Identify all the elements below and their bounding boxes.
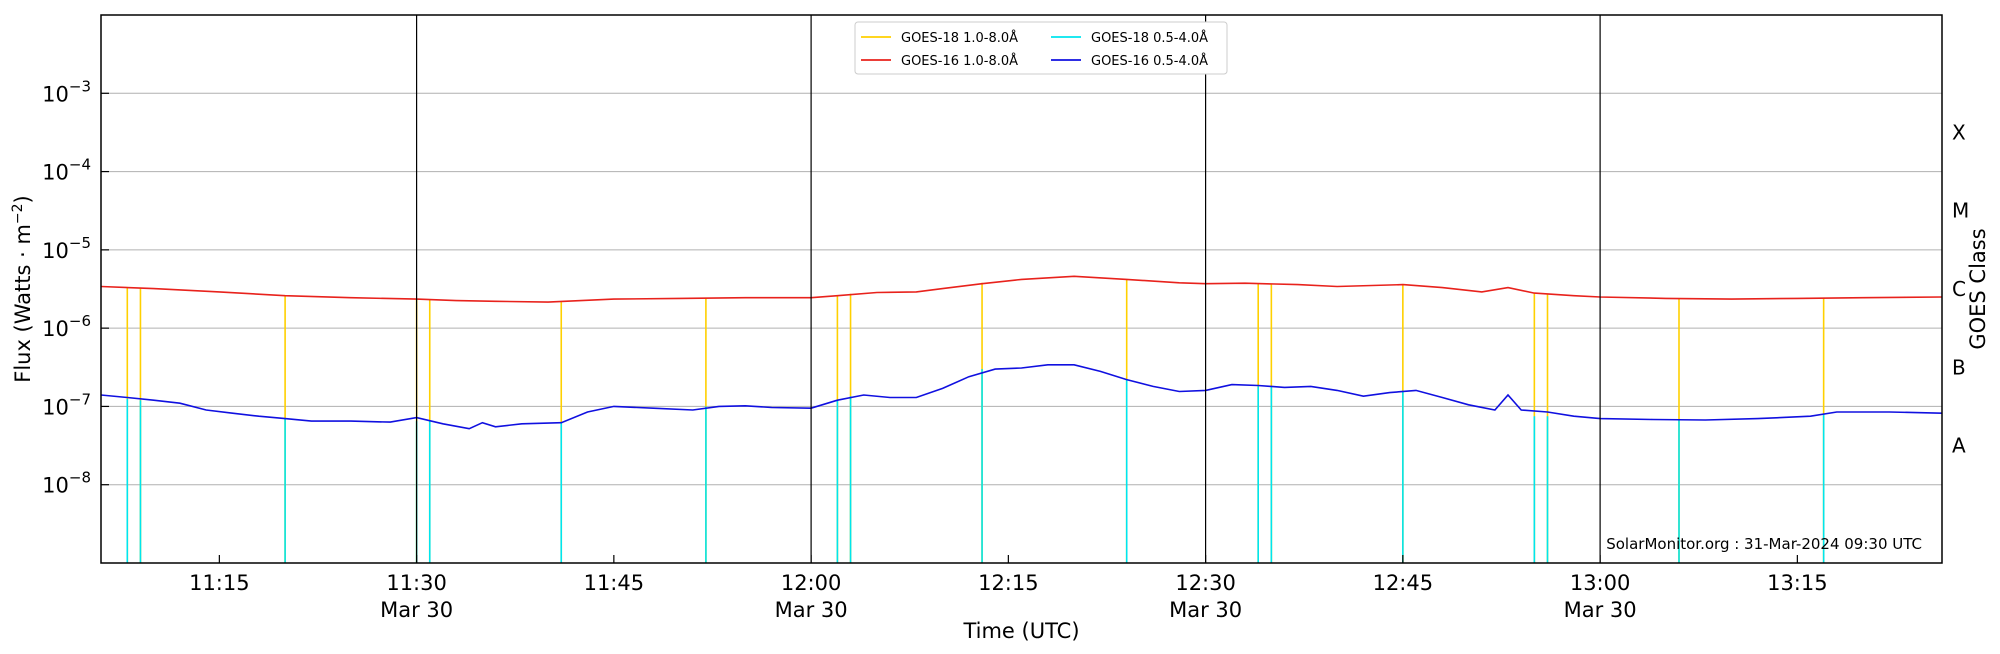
legend-box [854,21,1228,75]
y-tick-label: 10−7 [42,390,91,419]
y-axis-title-main: Flux (Watts · m [11,224,35,383]
y-tick-base: 10 [42,239,69,263]
x-tick-label: 11:15 [189,571,250,595]
x-axis-title: Time (UTC) [962,619,1079,643]
goes-class-label: A [1952,434,1966,458]
y-tick-exponent: −3 [69,77,91,95]
x-tick-label: 13:15 [1767,571,1828,595]
y-tick-base: 10 [42,395,69,419]
y-tick-base: 10 [42,82,69,106]
legend: GOES-18 1.0-8.0Å GOES-18 0.5-4.0Å GOES-16 … [854,21,1228,75]
x-tick-label: 11:30 [386,571,447,595]
day-markers [416,15,1601,563]
x-tick-label: 12:00 [781,571,842,595]
y-tick-base: 10 [42,317,69,341]
series-lines [100,275,1943,563]
y-tick-label: 10−8 [42,469,91,498]
goes-class-label: M [1952,199,1969,223]
legend-items: GOES-18 1.0-8.0Å GOES-18 0.5-4.0Å GOES-16 … [861,30,1208,69]
x-tick-label: 12:45 [1373,571,1434,595]
y-tick-base: 10 [42,161,69,185]
grid-lines [101,92,1942,486]
legend-label: GOES-16 0.5-4.0Å [1091,53,1208,69]
x-tick-label: 12:15 [978,571,1039,595]
x-tick-date-label: Mar 30 [380,598,453,622]
legend-label: GOES-18 0.5-4.0Å [1091,30,1208,46]
y-axis-title-superscript: −2 [10,203,26,224]
goes16-long-series-line [100,275,1943,303]
y-tick-label: 10−6 [42,312,91,341]
plot-frame [100,14,1943,564]
y-tick-base: 10 [42,474,69,498]
y-tick-exponent: −7 [69,390,91,408]
goes-class-label: C [1952,277,1966,301]
x-tick-date-label: Mar 30 [775,598,848,622]
x-tick-label: 12:30 [1175,571,1236,595]
axis-ticks [101,92,1798,563]
x-tick-label: 13:00 [1570,571,1631,595]
goes-class-axis-title: GOES Class [1966,228,1990,349]
x-tick-label: 11:45 [584,571,645,595]
y-tick-label: 10−4 [42,156,91,185]
y-tick-label: 10−5 [42,234,91,263]
goes16-short-series-line [100,364,1943,430]
y-tick-exponent: −5 [69,234,91,252]
x-tick-date-label: Mar 30 [1169,598,1242,622]
legend-label: GOES-16 1.0-8.0Å [901,53,1018,69]
y-tick-exponent: −4 [69,156,91,174]
goes-class-label: B [1952,355,1966,379]
y-axis-title: Flux (Watts · m−2) [10,195,35,383]
credit-text: SolarMonitor.org : 31-Mar-2024 09:30 UTC [1606,535,1922,553]
y-axis-title-close: ) [11,195,35,203]
goes-class-label: X [1952,120,1966,144]
y-tick-label: 10−3 [42,77,91,106]
y-tick-exponent: −6 [69,312,91,330]
y-tick-exponent: −8 [69,469,91,487]
x-tick-date-label: Mar 30 [1564,598,1637,622]
legend-label: GOES-18 1.0-8.0Å [901,30,1018,46]
